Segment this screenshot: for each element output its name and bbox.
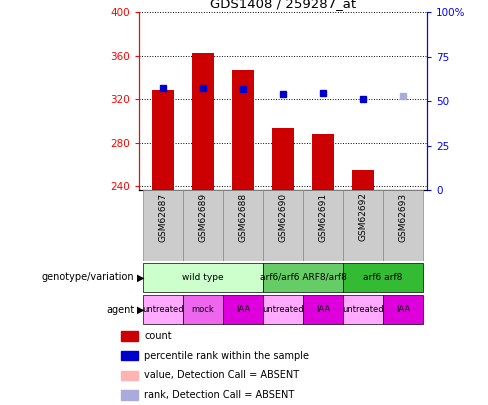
Text: GSM62691: GSM62691 xyxy=(319,192,327,242)
Title: GDS1408 / 259287_at: GDS1408 / 259287_at xyxy=(210,0,356,10)
Bar xyxy=(343,190,383,261)
Text: IAA: IAA xyxy=(236,305,250,314)
Text: arf6/arf6 ARF8/arf8: arf6/arf6 ARF8/arf8 xyxy=(260,273,346,282)
Bar xyxy=(343,295,383,324)
Text: mock: mock xyxy=(192,305,214,314)
Bar xyxy=(232,70,254,190)
Bar xyxy=(192,53,214,190)
Bar xyxy=(343,263,423,292)
Bar xyxy=(223,190,263,261)
Text: GSM62688: GSM62688 xyxy=(239,192,247,242)
Text: GSM62693: GSM62693 xyxy=(399,192,407,242)
Text: untreated: untreated xyxy=(342,305,384,314)
Text: IAA: IAA xyxy=(316,305,330,314)
Text: agent: agent xyxy=(106,305,134,315)
Text: GSM62689: GSM62689 xyxy=(199,192,207,242)
Text: wild type: wild type xyxy=(182,273,224,282)
Bar xyxy=(143,295,183,324)
Bar xyxy=(121,351,138,360)
Bar xyxy=(152,90,174,190)
Bar xyxy=(223,295,263,324)
Text: IAA: IAA xyxy=(396,305,410,314)
Text: arf6 arf8: arf6 arf8 xyxy=(364,273,403,282)
Text: untreated: untreated xyxy=(262,305,304,314)
Bar xyxy=(303,295,343,324)
Bar xyxy=(183,190,223,261)
Text: ▶: ▶ xyxy=(137,273,144,282)
Bar xyxy=(121,390,138,400)
Text: GSM62690: GSM62690 xyxy=(279,192,287,242)
Bar xyxy=(383,190,423,261)
Bar xyxy=(272,128,294,190)
Text: GSM62687: GSM62687 xyxy=(159,192,167,242)
Bar xyxy=(263,263,343,292)
Text: percentile rank within the sample: percentile rank within the sample xyxy=(144,351,309,360)
Text: ▶: ▶ xyxy=(137,305,144,315)
Text: untreated: untreated xyxy=(142,305,184,314)
Text: rank, Detection Call = ABSENT: rank, Detection Call = ABSENT xyxy=(144,390,295,400)
Bar xyxy=(183,295,223,324)
Text: value, Detection Call = ABSENT: value, Detection Call = ABSENT xyxy=(144,371,300,380)
Bar xyxy=(121,331,138,341)
Text: genotype/variation: genotype/variation xyxy=(41,273,134,282)
Bar xyxy=(303,190,343,261)
Text: GSM62692: GSM62692 xyxy=(359,192,367,241)
Bar xyxy=(143,190,183,261)
Bar xyxy=(263,295,303,324)
Bar xyxy=(143,263,263,292)
Bar xyxy=(383,295,423,324)
Text: count: count xyxy=(144,331,172,341)
Bar xyxy=(312,134,334,190)
Bar xyxy=(121,371,138,380)
Bar xyxy=(352,170,374,190)
Bar xyxy=(263,190,303,261)
